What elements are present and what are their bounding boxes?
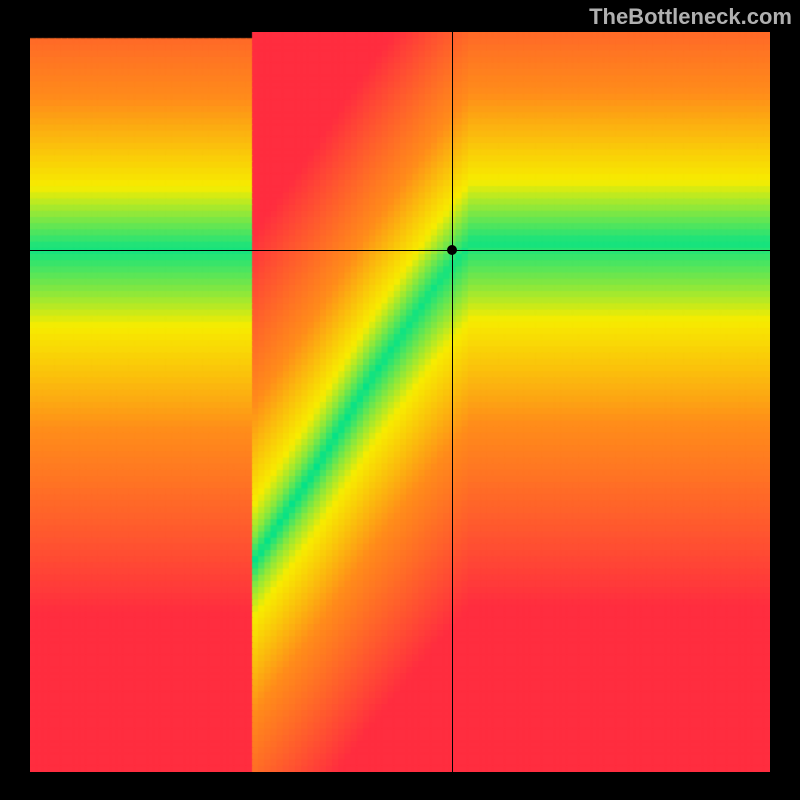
crosshair-marker [447, 245, 457, 255]
crosshair-horizontal [30, 250, 770, 251]
plot-area [30, 32, 770, 772]
bottleneck-heatmap [30, 32, 770, 772]
watermark-text: TheBottleneck.com [589, 4, 792, 30]
crosshair-vertical [452, 32, 453, 772]
